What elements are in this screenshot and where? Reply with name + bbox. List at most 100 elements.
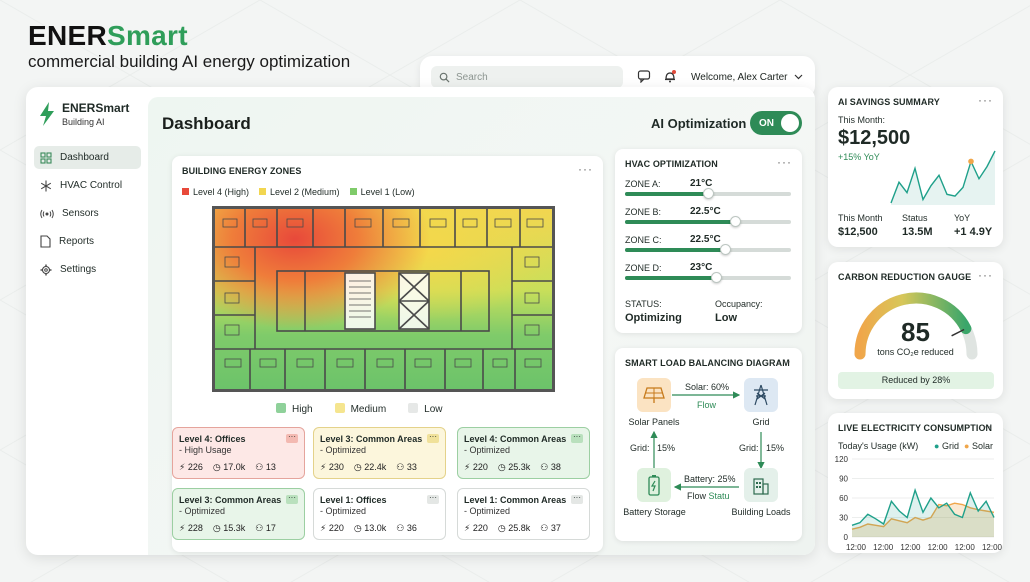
chat-icon[interactable] [637, 69, 653, 85]
clock-icon: ◷ [212, 462, 221, 472]
more-options-icon[interactable]: ··· [777, 155, 792, 169]
chevron-down-icon [794, 74, 802, 80]
hvac-status: STATUS: Optimizing [625, 299, 682, 324]
savings-col-value: 13.5M [902, 226, 933, 238]
zone-card[interactable]: Level 4: Common Areas - Optimized ··· ⚡ … [457, 427, 590, 479]
slider-handle[interactable] [729, 216, 741, 227]
solar-flow-label: Flow [697, 400, 717, 410]
grid-node[interactable] [744, 378, 778, 412]
zones-legend-bottom: High Medium Low [276, 403, 443, 415]
document-icon [40, 235, 51, 248]
people-icon: ⚇ [540, 462, 549, 472]
sidebar-item-hvac-control[interactable]: HVAC Control [34, 174, 141, 197]
live-electricity-card: LIVE ELECTRICITY CONSUMPTION ··· Today's… [828, 413, 1003, 553]
clock-icon: ◷ [497, 523, 506, 533]
zone-card-status: - Optimized [320, 506, 367, 516]
app-logo: ENERSmart Building AI [38, 101, 129, 127]
sidebar-item-label: Settings [60, 264, 97, 275]
grid-icon [40, 151, 52, 164]
x-tick-label: 12:00 [982, 543, 1003, 552]
more-options-icon[interactable]: ··· [427, 432, 439, 443]
lightning-icon: ⚡ [464, 523, 471, 533]
zone-card-status: - Optimized [179, 506, 226, 516]
slider-handle[interactable] [711, 272, 723, 283]
zone-card[interactable]: Level 1: Offices - Optimized ··· ⚡ 220 ◷… [313, 488, 446, 540]
people-icon: ⚇ [396, 462, 405, 472]
zone-card[interactable]: Level 1: Common Areas - Optimized ··· ⚡ … [457, 488, 590, 540]
slider-handle[interactable] [719, 244, 731, 255]
user-menu[interactable]: Welcome, Alex Carter [691, 72, 803, 83]
live-subtitle: Today's Usage (kW) [838, 441, 919, 451]
lightning-icon: ⚡ [320, 462, 327, 472]
load-balancing-card: SMART LOAD BALANCING DIAGRAM ··· Solar P… [615, 348, 802, 541]
sidebar-item-dashboard[interactable]: Dashboard [34, 146, 141, 169]
sidebar-item-sensors[interactable]: Sensors [34, 202, 141, 225]
x-tick-label: 12:00 [955, 543, 976, 552]
y-tick-label: 60 [839, 494, 848, 503]
sidebar-item-settings[interactable]: Settings [34, 258, 141, 281]
zone-label: ZONE C: [625, 235, 662, 245]
more-options-icon[interactable]: ··· [978, 93, 993, 107]
more-options-icon[interactable]: ··· [286, 493, 298, 504]
zone-card-title: Level 1: Common Areas [464, 495, 567, 505]
slider-handle[interactable] [703, 188, 714, 199]
zone-card-status: - Optimized [464, 506, 511, 516]
logo-sub: Building AI [62, 117, 105, 127]
zone-card-metrics: ⚡ 226 ◷ 17.0k ⚇ 13 [179, 462, 276, 472]
battery-flow-label: Flow Statu [687, 491, 730, 501]
battery-storage-node[interactable] [637, 468, 671, 502]
sidebar: ENERSmart Building AI Dashboard HVAC Con… [26, 87, 148, 555]
more-options-icon[interactable]: ··· [978, 268, 993, 282]
sidebar-item-reports[interactable]: Reports [34, 230, 141, 253]
building-loads-node[interactable] [744, 468, 778, 502]
more-options-icon[interactable]: ··· [286, 432, 298, 443]
clock-icon: ◷ [353, 462, 362, 472]
toggle-label: ON [759, 117, 774, 129]
more-options-icon[interactable]: ··· [571, 432, 583, 443]
sidebar-nav: Dashboard HVAC Control Sensors Reports S… [34, 146, 141, 286]
more-options-icon[interactable]: ··· [427, 493, 439, 504]
ai-optimization-toggle[interactable]: ON [750, 111, 802, 135]
carbon-badge: Reduced by 28% [838, 372, 994, 389]
legend-item: Level 2 (Medium) [259, 187, 340, 197]
y-tick-label: 30 [839, 514, 848, 523]
zone-value: 22.5°C [690, 206, 721, 217]
zone-card-metrics: ⚡ 230 ◷ 22.4k ⚇ 33 [320, 462, 417, 472]
savings-col-value: +1 4.9Y [954, 226, 993, 238]
solar-series-line [851, 502, 995, 530]
slider-track [625, 220, 791, 224]
power-tower-icon [754, 384, 768, 406]
more-options-icon[interactable]: ··· [578, 162, 593, 176]
sidebar-item-label: Dashboard [60, 152, 109, 163]
ai-savings-card: AI SAVINGS SUMMARY ··· This Month: $12,5… [828, 87, 1003, 247]
solar-flow-value: Solar: 60% [685, 382, 730, 392]
zone-card-title: Level 4: Offices [179, 434, 246, 444]
zone-card-metrics: ⚡ 220 ◷ 25.3k ⚇ 38 [464, 462, 561, 472]
zone-value: 22.5°C [690, 234, 721, 245]
bell-icon[interactable] [663, 69, 679, 85]
floor-plan-heatmap[interactable] [212, 206, 555, 392]
zone-card[interactable]: Level 3: Common Areas - Optimized ··· ⚡ … [172, 488, 305, 540]
hvac-occupancy: Occupancy: Low [715, 299, 763, 324]
more-options-icon[interactable]: ··· [777, 354, 792, 368]
grid-series-line [851, 487, 995, 526]
welcome-text: Welcome, Alex Carter [691, 71, 788, 83]
more-options-icon[interactable]: ··· [571, 493, 583, 504]
y-tick-label: 120 [835, 455, 849, 464]
snowflake-icon [40, 180, 52, 191]
zone-card[interactable]: Level 4: Offices - High Usage ··· ⚡ 226 … [172, 427, 305, 479]
toggle-knob [781, 114, 799, 132]
savings-sparkline [890, 150, 996, 205]
zone-label: ZONE A: [625, 179, 661, 189]
solar-panels-node[interactable] [637, 378, 671, 412]
sidebar-item-label: Sensors [62, 208, 99, 219]
search-input[interactable]: Search [431, 66, 623, 88]
zone-card-status: - Optimized [320, 445, 367, 455]
live-legend: ● Grid ● Solar [934, 441, 993, 451]
x-tick-label: 12:00 [900, 543, 921, 552]
more-options-icon[interactable]: ··· [978, 419, 993, 433]
logo-name: ENERSmart [62, 101, 130, 115]
zone-card[interactable]: Level 3: Common Areas - Optimized ··· ⚡ … [313, 427, 446, 479]
slider-track [625, 276, 791, 280]
zone-value: 21°C [690, 178, 713, 189]
